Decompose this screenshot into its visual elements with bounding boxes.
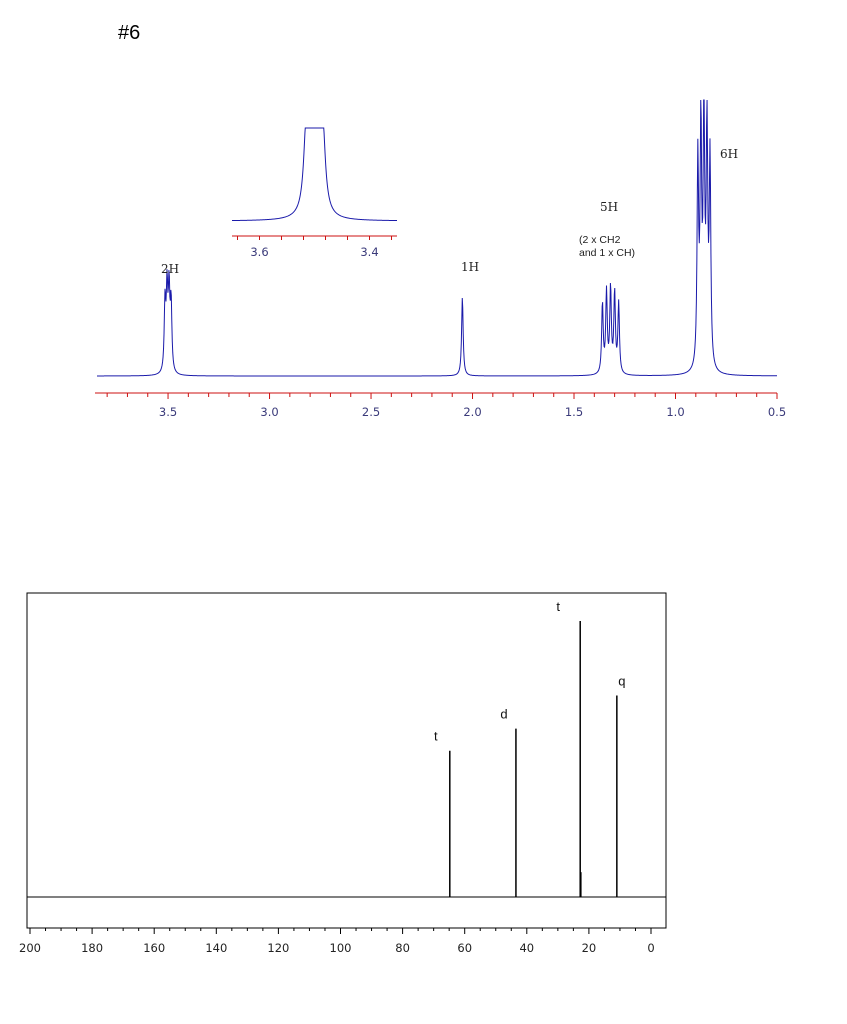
inset-tick-label: 3.6 (250, 245, 268, 259)
multiplicity-label: t (434, 729, 438, 744)
carbon-peaks (449, 621, 618, 897)
carbon-tick-label: 60 (457, 941, 472, 955)
carbon-tick-label: 160 (143, 941, 165, 955)
integration-label: 5H (600, 200, 618, 214)
inset-x-tick-labels: 3.6 3.4 (250, 245, 378, 259)
proton-tick-label: 0.5 (768, 405, 786, 419)
proton-tick-label: 3.5 (159, 405, 177, 419)
integration-note: (2 x CH2 (579, 234, 621, 246)
carbon-tick-label: 120 (267, 941, 289, 955)
carbon-tick-label: 140 (205, 941, 227, 955)
multiplicity-label: d (500, 707, 507, 722)
proton-x-ticks (106, 393, 778, 399)
proton-inset-zoom: 3.6 3.4 (232, 127, 397, 259)
carbon-multiplicity-labels: t d t q (434, 599, 625, 744)
integration-label: 6H (720, 147, 738, 161)
carbon-tick-label: 0 (647, 941, 654, 955)
proton-spectrum-trace (97, 99, 778, 377)
inset-x-ticks (237, 236, 392, 240)
multiplicity-label: q (618, 674, 625, 689)
multiplicity-label: t (556, 599, 560, 614)
carbon-plot-frame (26, 592, 667, 929)
carbon-tick-label: 200 (19, 941, 41, 955)
carbon-x-tick-labels: 200 180 160 140 120 100 80 60 40 20 0 (19, 941, 655, 955)
problem-label: #6 (118, 22, 141, 44)
integration-note: and 1 x CH) (579, 247, 635, 259)
carbon-tick-label: 40 (519, 941, 534, 955)
inset-tick-label: 3.4 (360, 245, 378, 259)
proton-tick-label: 1.5 (565, 405, 583, 419)
inset-spectrum-trace (232, 127, 397, 222)
carbon-tick-label: 80 (395, 941, 410, 955)
carbon-x-ticks (29, 928, 652, 934)
carbon-tick-label: 180 (81, 941, 103, 955)
proton-tick-label: 2.5 (362, 405, 380, 419)
proton-tick-label: 1.0 (666, 405, 684, 419)
integration-label: 1H (461, 260, 479, 274)
integration-label: 2H (161, 262, 179, 276)
proton-x-tick-labels: 3.5 3.0 2.5 2.0 1.5 1.0 0.5 (159, 405, 786, 419)
carbon-tick-label: 20 (582, 941, 597, 955)
carbon-tick-label: 100 (330, 941, 352, 955)
proton-nmr-chart: 3.5 3.0 2.5 2.0 1.5 1.0 0.5 2H 1H 5H (2 x CH2and … (95, 99, 786, 419)
proton-tick-label: 2.0 (463, 405, 481, 419)
proton-tick-label: 3.0 (260, 405, 278, 419)
